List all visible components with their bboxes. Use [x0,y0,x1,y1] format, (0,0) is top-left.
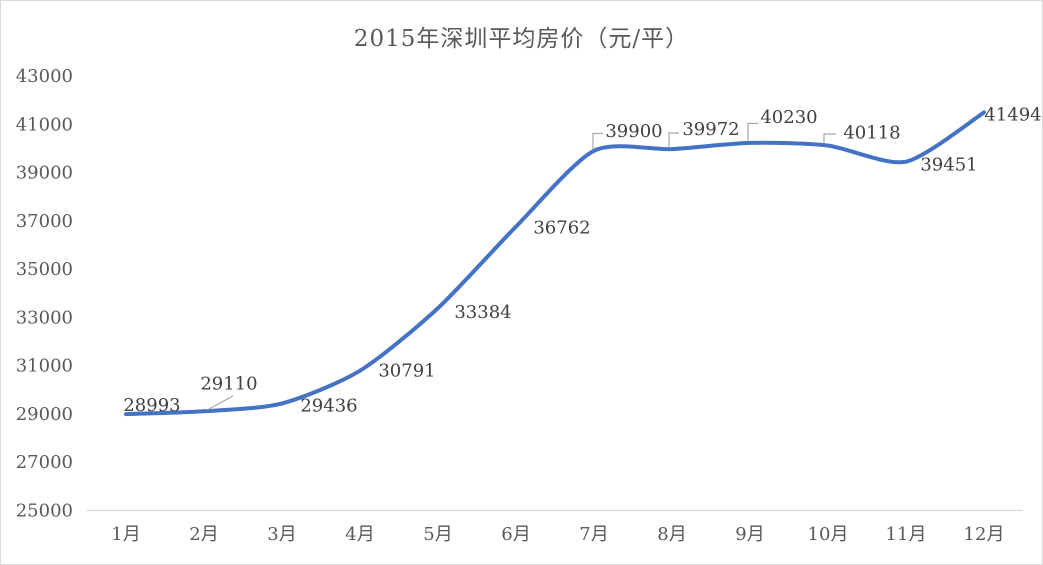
y-tick-label: 25000 [16,501,73,522]
price-line [124,110,986,417]
data-label: 39900 [605,121,662,142]
y-tick-label: 37000 [16,211,73,232]
leader-line [747,122,758,141]
y-tick-label: 35000 [16,259,73,280]
data-label: 41494 [984,104,1041,125]
y-tick-label: 33000 [16,307,73,328]
x-tick-label: 2月 [189,524,218,545]
x-tick-label: 7月 [579,524,608,545]
y-tick-label: 41000 [16,114,73,135]
leader-line [823,133,836,144]
data-label: 36762 [533,218,590,239]
data-label: 33384 [454,302,511,323]
y-tick-label: 29000 [16,404,73,425]
x-tick-label: 9月 [735,524,764,545]
x-tick-label: 4月 [345,524,374,545]
x-tick-label: 10月 [808,524,849,545]
x-tick-label: 8月 [657,524,686,545]
x-tick-label: 6月 [501,524,530,545]
y-tick-label: 31000 [16,356,73,377]
leader-line [206,395,234,411]
data-label: 39972 [682,119,739,140]
data-label: 29110 [200,373,257,394]
y-tick-label: 39000 [16,163,73,184]
chart-title: 2015年深圳平均房价（元/平） [353,26,690,52]
x-tick-label: 12月 [964,524,1005,545]
x-tick-label: 1月 [111,524,140,545]
data-label: 30791 [378,361,435,382]
x-tick-label: 3月 [267,524,296,545]
y-tick-label: 27000 [16,452,73,473]
x-tick-label: 5月 [423,524,452,545]
data-label: 39451 [920,155,977,176]
data-label: 28993 [123,395,180,416]
data-label: 29436 [300,395,357,416]
x-tick-label: 11月 [886,524,927,545]
leader-line [668,132,679,148]
data-label: 40118 [843,123,900,144]
data-label: 40230 [760,107,817,128]
y-tick-label: 43000 [16,66,73,87]
leader-line [592,132,603,149]
